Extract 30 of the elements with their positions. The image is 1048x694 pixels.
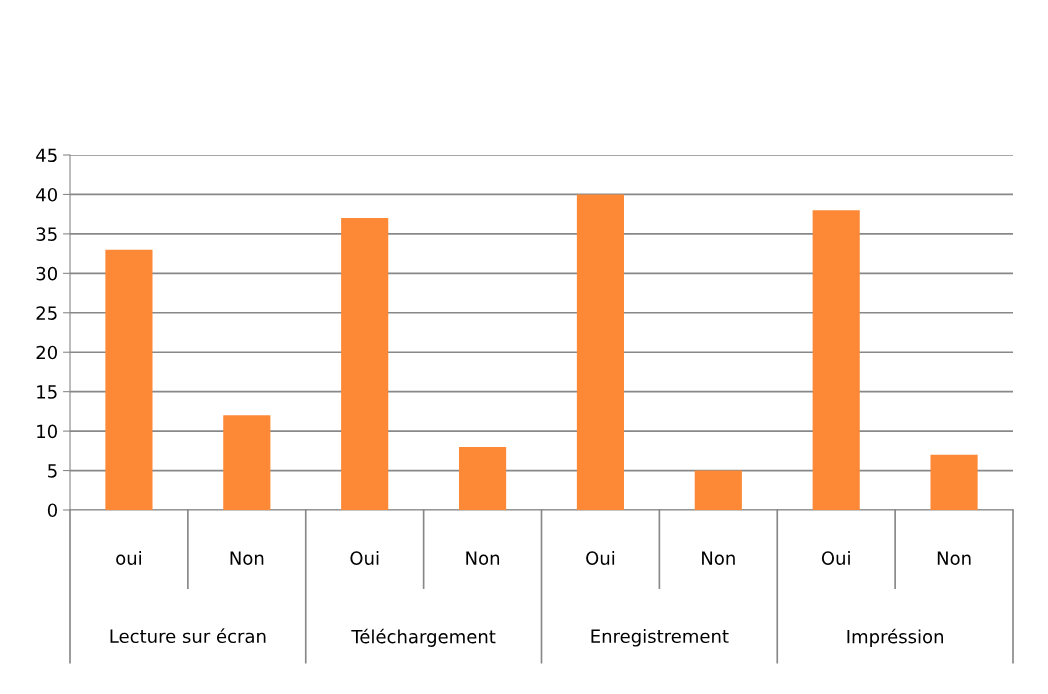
y-tick-label: 25: [36, 306, 57, 320]
y-tick-label: 10: [37, 424, 57, 439]
y-tick-label: 0: [47, 503, 57, 518]
bar: [930, 454, 978, 510]
y-tick-label: 45: [36, 148, 57, 163]
x-tick-label: Oui: [350, 550, 379, 565]
x-tick-label: Oui: [586, 550, 615, 565]
x-tick-label: Oui: [821, 550, 850, 565]
x-tick-label: Non: [937, 551, 971, 565]
text: Enregistrement: [591, 629, 729, 647]
text: Lecture sur écran: [110, 628, 266, 644]
text: Téléchargement: [351, 628, 496, 647]
y-tick-label: 40: [36, 187, 57, 202]
bar: [105, 249, 153, 510]
x-tick-label: Non: [466, 551, 500, 565]
bar: [458, 446, 507, 510]
text: Impréssion: [847, 628, 943, 647]
y-tick-label: 30: [36, 266, 57, 281]
y-tick-label: 15: [37, 385, 57, 399]
bar: [694, 470, 742, 510]
y-tick-label: 20: [36, 345, 57, 360]
y-tick-label: 35: [36, 227, 57, 242]
bar: [223, 415, 271, 510]
y-tick-label: 5: [48, 464, 57, 478]
x-tick-label: Non: [702, 551, 735, 565]
bar: [341, 218, 389, 510]
x-tick-label: oui: [116, 550, 141, 565]
bar: [812, 210, 860, 510]
bar: [576, 194, 625, 510]
x-tick-label: Non: [230, 551, 264, 565]
